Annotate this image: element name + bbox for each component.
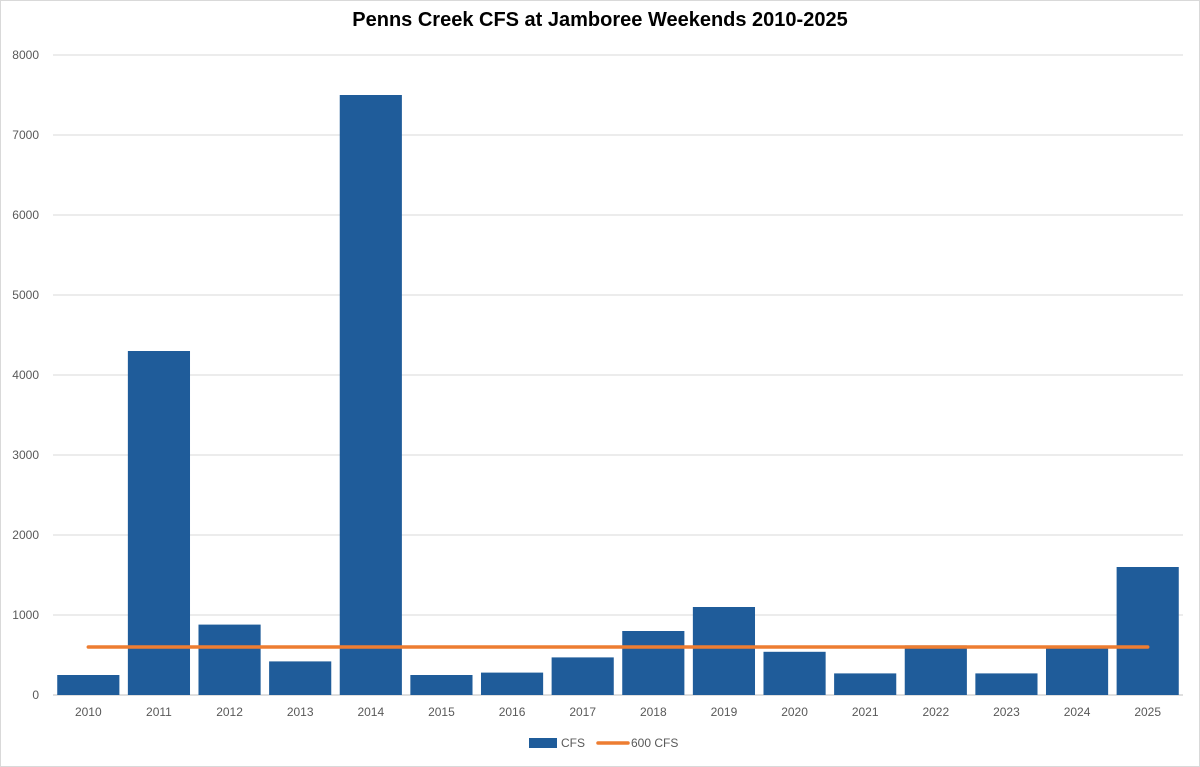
bar-2025 [1116, 567, 1179, 695]
bar-2013 [269, 661, 332, 695]
x-tick-label: 2018 [640, 705, 667, 719]
x-tick-label: 2010 [75, 705, 102, 719]
bar-2020 [763, 651, 826, 695]
bar-2015 [410, 675, 473, 695]
y-tick-label: 1000 [12, 608, 39, 622]
bar-2018 [622, 631, 685, 695]
bar-2021 [834, 673, 897, 695]
legend-swatch-cfs [529, 738, 557, 748]
x-tick-label: 2020 [781, 705, 808, 719]
x-tick-label: 2025 [1134, 705, 1161, 719]
y-tick-label: 0 [32, 688, 39, 702]
x-tick-label: 2016 [499, 705, 526, 719]
y-tick-label: 6000 [12, 208, 39, 222]
bar-2019 [692, 607, 756, 695]
y-tick-label: 4000 [12, 368, 39, 382]
x-tick-label: 2021 [852, 705, 879, 719]
x-tick-label: 2023 [993, 705, 1020, 719]
bar-2010 [57, 675, 120, 695]
x-tick-label: 2022 [922, 705, 949, 719]
bar-2022 [904, 645, 967, 695]
legend-label-cfs: CFS [561, 736, 585, 750]
x-tick-label: 2013 [287, 705, 314, 719]
y-tick-label: 7000 [12, 128, 39, 142]
x-tick-label: 2015 [428, 705, 455, 719]
y-tick-label: 5000 [12, 288, 39, 302]
x-tick-label: 2011 [146, 705, 172, 719]
bar-2016 [480, 672, 544, 695]
x-tick-label: 2012 [216, 705, 243, 719]
x-tick-label: 2017 [569, 705, 596, 719]
bar-2011 [127, 351, 191, 695]
bar-2024 [1045, 646, 1109, 695]
chart-title: Penns Creek CFS at Jamboree Weekends 201… [352, 9, 848, 31]
x-tick-label: 2024 [1064, 705, 1091, 719]
bar-2014 [339, 95, 402, 695]
bar-2023 [975, 673, 1038, 695]
x-tick-label: 2014 [357, 705, 384, 719]
x-tick-label: 2019 [711, 705, 738, 719]
y-tick-label: 3000 [12, 448, 39, 462]
bar-2017 [551, 657, 614, 695]
legend-label-600-cfs: 600 CFS [631, 736, 678, 750]
y-tick-label: 8000 [12, 48, 39, 62]
y-tick-label: 2000 [12, 528, 39, 542]
bar-2012 [198, 624, 261, 695]
